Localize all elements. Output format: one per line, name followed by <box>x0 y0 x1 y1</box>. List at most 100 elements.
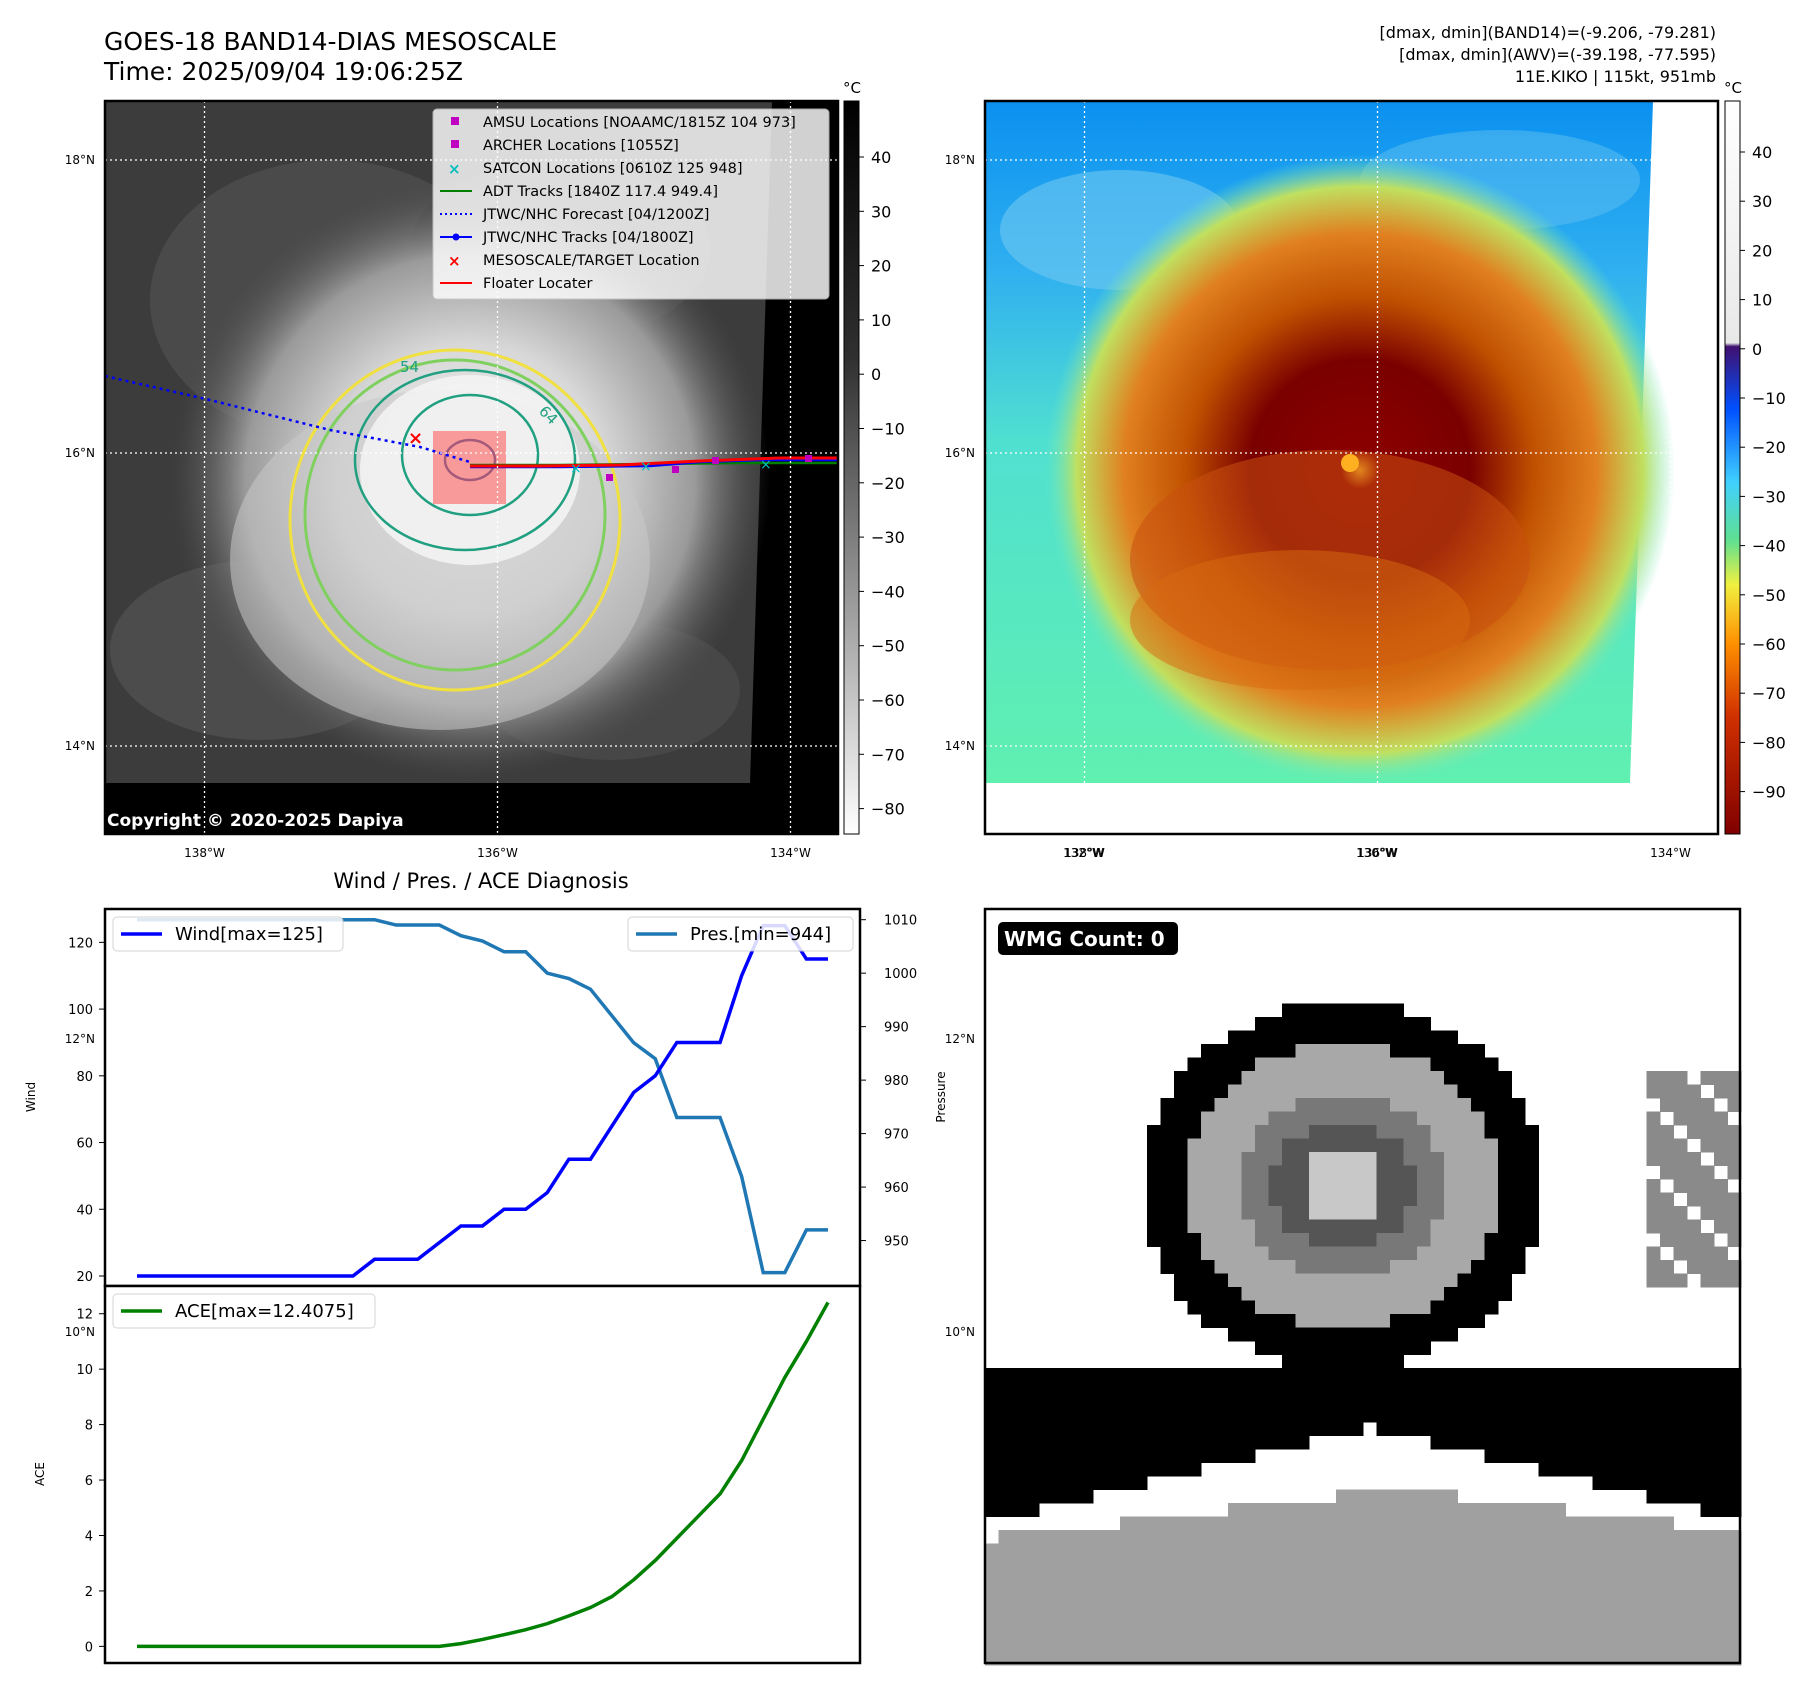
colorbar-tick-label: −50 <box>871 637 905 656</box>
pressure-tick-label: 960 <box>884 1181 909 1196</box>
ace-tick-label: 10 <box>76 1363 93 1378</box>
colorbar-tick-label: −80 <box>1752 733 1786 752</box>
wind-tick-label: 120 <box>68 936 93 951</box>
colorbar-tick-label: 10 <box>871 311 891 330</box>
legend-entry: × SATCON Locations [0610Z 125 948] <box>448 160 742 178</box>
colorbar-tick-label: −90 <box>1752 783 1786 802</box>
map-gridlines-color <box>985 101 1718 834</box>
legend-label: AMSU Locations [NOAAMC/1815Z 104 973] <box>483 115 796 131</box>
mesoscale-marker: × <box>408 428 423 449</box>
lat-label: 12°N <box>65 1032 95 1046</box>
legend-entry: JTWC/NHC Tracks [04/1800Z] <box>440 230 694 246</box>
colorbar-tick-label: −20 <box>1752 438 1786 457</box>
copyright-text: Copyright © 2020-2025 Dapiya <box>107 811 404 831</box>
colorbar-tick-label: −70 <box>871 745 905 764</box>
legend-label: Floater Locater <box>483 276 592 292</box>
colorbar-tick-label: 0 <box>1752 340 1762 359</box>
wmg-panel: WMG Count: 0 <box>983 907 1742 1666</box>
lat-label: 18°N <box>65 153 95 167</box>
lat-label: 16°N <box>945 446 975 460</box>
lon-label: 138°W <box>1064 846 1105 860</box>
ace-chart: 0 2 4 6 8 10 12 ACE[max=12.4075] <box>76 1284 862 1665</box>
legend-label: JTWC/NHC Forecast [04/1200Z] <box>482 207 709 223</box>
contour-teal <box>353 368 577 552</box>
lat-label: 12°N <box>945 1032 975 1046</box>
stats-line-1: [dmax, dmin](BAND14)=(-9.206, -79.281) <box>1380 23 1716 42</box>
colorbar-tick-label: −10 <box>1752 389 1786 408</box>
pressure-legend: Pres.[min=944] <box>627 916 854 952</box>
diagnosis-title: Wind / Pres. / ACE Diagnosis <box>333 869 628 893</box>
legend-entry: JTWC/NHC Forecast [04/1200Z] <box>440 207 709 223</box>
wind-axis-label: Wind <box>24 1082 38 1112</box>
ace-legend-label: ACE[max=12.4075] <box>175 1301 354 1322</box>
stats-line-3: 11E.KIKO | 115kt, 951mb <box>1515 67 1716 86</box>
lon-label: 132°W <box>1063 846 1104 860</box>
colorbar-color: °C 40 30 20 10 0 −10 −20 −30 −40 −50 −60 −70 −80 −90 <box>1724 79 1786 835</box>
pressure-tick-label: 950 <box>884 1235 909 1250</box>
legend-entry: Floater Locater <box>440 276 592 292</box>
legend-label: ADT Tracks [1840Z 117.4 949.4] <box>483 184 718 200</box>
lon-label: 134°W <box>1650 846 1691 860</box>
svg-text:×: × <box>448 252 461 270</box>
colorbar-tick-label: −20 <box>871 474 905 493</box>
colorbar-tick-label: −30 <box>871 528 905 547</box>
wind-tick-label: 100 <box>68 1003 93 1018</box>
satcon-markers: × × × <box>570 457 772 477</box>
colorbar-tick-label: −10 <box>871 420 905 439</box>
lat-label: 10°N <box>945 1325 975 1339</box>
ace-tick-label: 8 <box>85 1419 93 1434</box>
colorbar-gray-unit: °C <box>843 79 861 97</box>
map-axes-gray: 18°N 16°N 14°N 12°N 10°N 138°W 136°W 134°W 132°W… <box>65 153 1397 1339</box>
colorbar-tick-label: 10 <box>1752 291 1772 310</box>
ace-tick-label: 2 <box>85 1585 93 1600</box>
map-axes-color: 18°N 16°N 14°N 12°N 10°N 138°W 136°W 134°W 132°W… <box>945 153 1691 1339</box>
legend-label: MESOSCALE/TARGET Location <box>483 253 700 269</box>
ace-tick-label: 12 <box>76 1308 93 1323</box>
colorbar-tick-label: −80 <box>871 800 905 819</box>
pressure-tick-label: 1000 <box>884 967 917 982</box>
pressure-tick-label: 970 <box>884 1128 909 1143</box>
lon-label: 136°W <box>1357 846 1398 860</box>
contour-yellow <box>288 348 622 692</box>
pressure-tick-label: 990 <box>884 1021 909 1036</box>
colorbar-gray: °C 40 30 20 10 0 −10 −20 −30 −40 −50 −60 −70 −80 <box>843 79 905 835</box>
amsu-markers <box>606 455 812 481</box>
forecast-track-dotted <box>105 374 471 464</box>
colorbar-tick-label: 40 <box>871 148 891 167</box>
svg-text:×: × <box>640 459 652 475</box>
legend-label: JTWC/NHC Tracks [04/1800Z] <box>482 230 694 246</box>
colorbar-tick-label: 30 <box>871 202 891 221</box>
lon-label: 138°W <box>184 846 225 860</box>
colorbar-tick-label: −60 <box>871 691 905 710</box>
figure-title: GOES-18 BAND14-DIAS MESOSCALE <box>104 27 557 56</box>
color-map-panel <box>985 101 1718 834</box>
colorbar-tick-label: 30 <box>1752 192 1772 211</box>
stats-line-2: [dmax, dmin](AWV)=(-39.198, -77.595) <box>1399 45 1716 64</box>
legend-entry: ADT Tracks [1840Z 117.4 949.4] <box>440 184 718 200</box>
wind-tick-label: 20 <box>76 1270 93 1285</box>
lat-label: 14°N <box>65 739 95 753</box>
wmg-count-badge <box>998 922 1178 955</box>
ace-axis-label: ACE <box>33 1462 47 1486</box>
ace-tick-label: 4 <box>85 1529 93 1544</box>
colorbar-tick-label: −40 <box>871 582 905 601</box>
lat-label: 16°N <box>65 446 95 460</box>
svg-text:×: × <box>760 457 772 473</box>
legend-entry: × MESOSCALE/TARGET Location <box>448 252 700 270</box>
eye-color <box>1341 454 1359 472</box>
legend-label: SATCON Locations [0610Z 125 948] <box>483 161 742 177</box>
lat-label: 18°N <box>945 153 975 167</box>
ace-tick-label: 0 <box>85 1640 93 1655</box>
svg-text:×: × <box>448 160 461 178</box>
wind-tick-label: 80 <box>76 1070 93 1085</box>
figure-time: Time: 2025/09/04 19:06:25Z <box>103 57 463 86</box>
pressure-tick-label: 1010 <box>884 914 917 929</box>
colorbar-color-unit: °C <box>1724 79 1742 97</box>
wind-pressure-chart: 20 40 60 80 100 120 950 960 970 980 990 1000 1010 Win… <box>68 907 917 1288</box>
lon-label: 130°W <box>1356 846 1397 860</box>
lat-label: 10°N <box>65 1325 95 1339</box>
ace-legend: ACE[max=12.4075] <box>112 1293 376 1329</box>
colorbar-tick-label: −30 <box>1752 487 1786 506</box>
colorbar-tick-label: −40 <box>1752 537 1786 556</box>
